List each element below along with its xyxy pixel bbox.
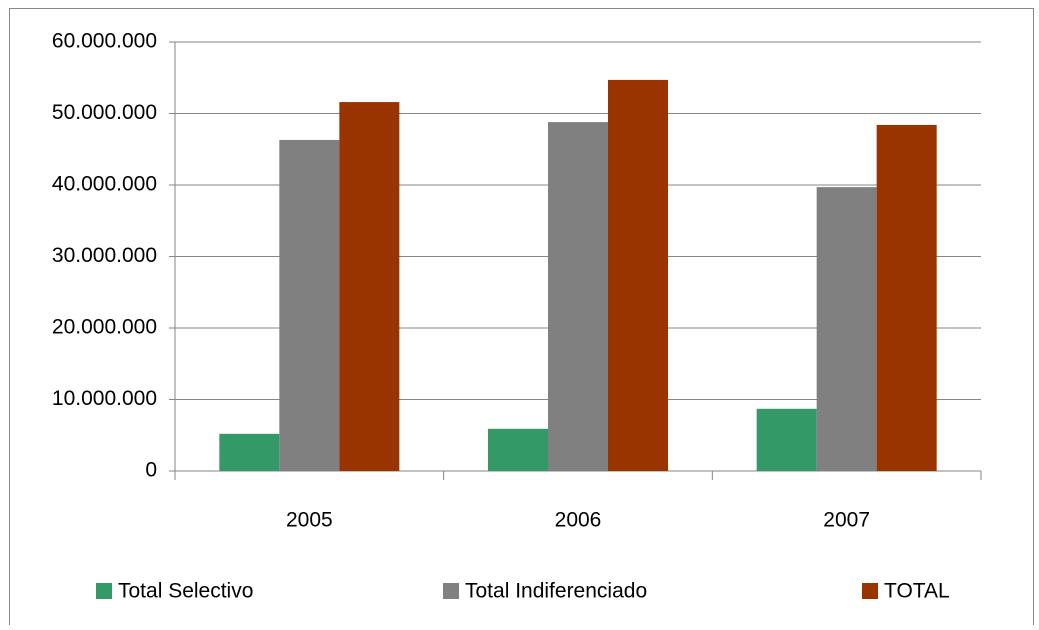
bar <box>488 428 548 471</box>
legend-swatch <box>96 583 112 599</box>
bar <box>339 102 400 471</box>
bar <box>219 433 280 471</box>
legend-label: Total Indiferenciado <box>465 580 647 603</box>
x-tick-label: 2007 <box>823 509 870 532</box>
legend-swatch <box>862 583 878 599</box>
x-tick-label: 2006 <box>555 509 602 532</box>
legend-swatch <box>443 583 459 599</box>
y-tick-label: 0 <box>145 459 157 482</box>
bar <box>279 139 340 471</box>
y-tick-label: 60.000.000 <box>52 30 157 53</box>
bar <box>876 124 937 471</box>
legend-label: TOTAL <box>884 580 950 603</box>
y-tick-label: 20.000.000 <box>52 316 157 339</box>
bar <box>756 408 817 471</box>
bar <box>608 79 668 472</box>
bar <box>816 187 877 471</box>
legend-label: Total Selectivo <box>118 580 253 603</box>
y-tick-label: 50.000.000 <box>52 101 157 124</box>
bar <box>548 122 608 471</box>
y-tick-label: 10.000.000 <box>52 387 157 410</box>
y-tick-label: 30.000.000 <box>52 244 157 267</box>
y-tick-label: 40.000.000 <box>52 173 157 196</box>
x-tick-label: 2005 <box>286 509 333 532</box>
